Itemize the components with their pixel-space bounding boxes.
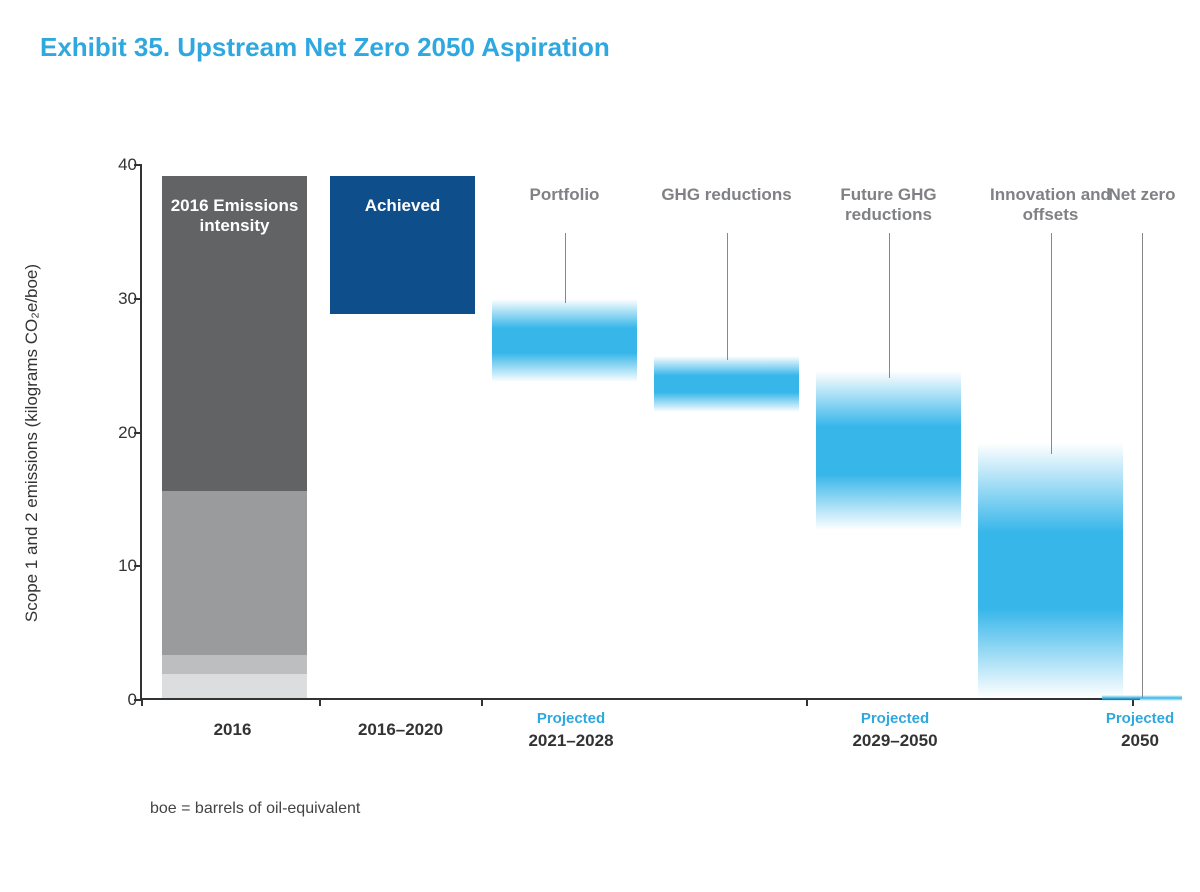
x-axis-sublabel: Projected (815, 710, 975, 727)
x-axis-label: 2029–2050 (805, 731, 985, 751)
bar-label: 2016 Emissions intensity (162, 196, 307, 236)
gradient-bar (654, 356, 799, 412)
bar-segment (162, 491, 307, 656)
y-tick-label: 20 (102, 423, 137, 443)
x-tick-mark (141, 698, 143, 706)
bar-label: Portfolio (487, 185, 642, 205)
gradient-bar (978, 443, 1123, 698)
chart-title: Exhibit 35. Upstream Net Zero 2050 Aspir… (40, 32, 1160, 63)
leader-line (1142, 233, 1143, 698)
leader-line (727, 233, 728, 360)
y-tick-mark (134, 298, 142, 300)
gradient-bar (492, 299, 637, 382)
y-tick-mark (134, 432, 142, 434)
bar-segment (162, 655, 307, 674)
x-axis-label: 2021–2028 (481, 731, 661, 751)
y-axis-label: Scope 1 and 2 emissions (kilograms CO₂e/… (22, 183, 42, 703)
leader-line (565, 233, 566, 303)
y-tick-label: 0 (102, 690, 137, 710)
x-axis-label: 2016–2020 (311, 720, 491, 740)
leader-line (889, 233, 890, 378)
x-tick-mark (319, 698, 321, 706)
bar-label: Net zero (1087, 185, 1197, 205)
x-axis-label: 2050 (1050, 731, 1200, 751)
footnote: boe = barrels of oil-equivalent (150, 800, 360, 818)
x-axis-sublabel: Projected (491, 710, 651, 727)
y-tick-mark (134, 164, 142, 166)
x-tick-mark (481, 698, 483, 706)
leader-line (1051, 233, 1052, 454)
bar-segment (162, 674, 307, 698)
chart-container: Scope 1 and 2 emissions (kilograms CO₂e/… (90, 165, 1145, 720)
y-tick-mark (134, 565, 142, 567)
y-tick-label: 30 (102, 289, 137, 309)
bar-label: Future GHG reductions (811, 185, 966, 225)
x-axis-label: 2016 (143, 720, 323, 740)
bar-label: Achieved (330, 196, 475, 216)
bar-label: GHG reductions (649, 185, 804, 205)
gradient-bar (816, 371, 961, 529)
x-axis-sublabel: Projected (1060, 710, 1200, 727)
plot-area: 0102030402016 Emissions intensityAchieve… (140, 165, 1140, 700)
y-tick-label: 40 (102, 155, 137, 175)
x-tick-mark (806, 698, 808, 706)
y-tick-label: 10 (102, 556, 137, 576)
